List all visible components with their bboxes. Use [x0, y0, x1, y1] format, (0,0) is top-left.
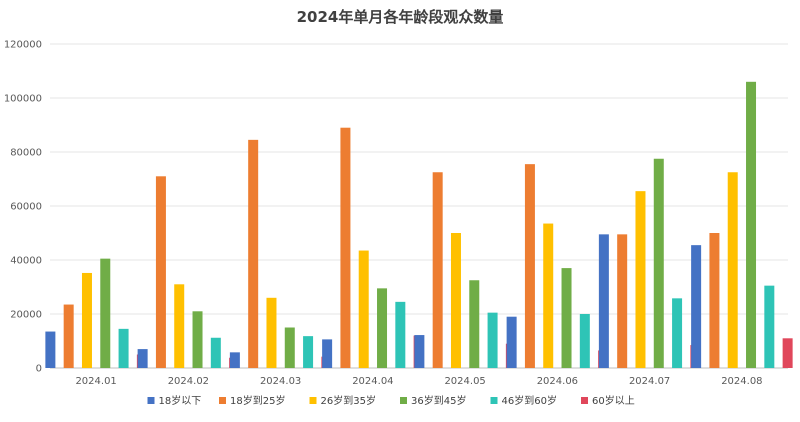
- bar-2024.01-26岁到35岁: [81, 272, 92, 368]
- x-tick-label: 2024.03: [260, 376, 301, 387]
- bar-2024.05-26岁到35岁: [450, 233, 461, 368]
- legend: 18岁以下 18岁到25岁 26岁到35岁 36岁到45岁 46岁到60岁 60岁以上: [147, 394, 635, 407]
- bar-2024.03-36岁到45岁: [284, 327, 295, 368]
- bar-2024.06-36岁到45岁: [561, 268, 572, 368]
- bar-2024.06-18岁到25岁: [524, 164, 535, 368]
- x-axis-ticks: 2024.01 2024.02 2024.03 2024.04 2024.05 2024.…: [75, 376, 762, 387]
- bar-2024.01-18岁以下: [45, 331, 56, 368]
- legend-item: 46岁到60岁: [490, 394, 557, 407]
- y-tick-label: 60000: [10, 202, 42, 213]
- bar-2024.01-18岁到25岁: [63, 304, 74, 368]
- legend-label: 36岁到45岁: [411, 394, 466, 407]
- x-tick-label: 2024.04: [352, 376, 393, 387]
- bars: [45, 81, 793, 369]
- legend-swatch: [147, 397, 155, 404]
- bar-2024.08-46岁到60岁: [764, 285, 775, 368]
- bar-2024.07-18岁以下: [598, 234, 609, 368]
- legend-swatch: [309, 397, 317, 404]
- bar-2024.07-18岁到25岁: [617, 234, 628, 368]
- bar-2024.03-18岁到25岁: [248, 139, 259, 368]
- legend-item: 18岁到25岁: [219, 394, 285, 407]
- bar-2024.03-26岁到35岁: [266, 297, 277, 368]
- y-tick-label: 80000: [10, 148, 42, 159]
- bar-2024.05-36岁到45岁: [469, 280, 480, 368]
- bar-2024.03-18岁以下: [229, 352, 240, 368]
- bar-2024.06-46岁到60岁: [579, 314, 590, 368]
- bar-2024.02-46岁到60岁: [210, 337, 221, 368]
- x-tick-label: 2024.08: [721, 376, 762, 387]
- bar-2024.08-60岁以上: [782, 338, 793, 368]
- bar-2024.04-18岁以下: [322, 339, 333, 368]
- y-tick-label: 40000: [10, 256, 42, 267]
- bar-2024.06-26岁到35岁: [543, 223, 554, 368]
- legend-label: 26岁到35岁: [321, 394, 376, 407]
- legend-item: 36岁到45岁: [400, 394, 466, 407]
- gridlines: [50, 43, 788, 369]
- x-tick-label: 2024.01: [75, 376, 116, 387]
- legend-item: 26岁到35岁: [309, 394, 376, 407]
- y-tick-label: 20000: [10, 310, 42, 321]
- legend-label: 18岁到25岁: [230, 394, 285, 407]
- bar-2024.03-46岁到60岁: [303, 336, 314, 368]
- bar-2024.04-26岁到35岁: [358, 250, 369, 368]
- chart-title: 2024年单月各年龄段观众数量: [297, 8, 504, 26]
- x-tick-label: 2024.06: [537, 376, 578, 387]
- bar-2024.04-18岁到25岁: [340, 127, 351, 368]
- legend-item: 18岁以下: [147, 394, 202, 407]
- bar-2024.02-18岁到25岁: [155, 176, 166, 368]
- bar-2024.08-36岁到45岁: [746, 81, 757, 369]
- y-tick-label: 100000: [4, 94, 42, 105]
- legend-label: 60岁以上: [592, 394, 635, 407]
- y-axis-ticks: 0 20000 40000 60000 80000 100000 120000: [4, 40, 42, 375]
- legend-swatch: [400, 397, 407, 404]
- bar-2024.07-36岁到45岁: [653, 158, 664, 368]
- bar-2024.02-36岁到45岁: [192, 311, 203, 368]
- bar-2024.01-46岁到60岁: [118, 328, 129, 368]
- bar-2024.07-46岁到60岁: [672, 298, 683, 368]
- bar-2024.08-18岁到25岁: [709, 233, 720, 368]
- y-tick-label: 0: [36, 364, 42, 375]
- legend-swatch: [219, 397, 226, 404]
- legend-label: 18岁以下: [159, 394, 202, 407]
- x-tick-label: 2024.07: [629, 376, 670, 387]
- legend-label: 46岁到60岁: [502, 394, 557, 407]
- bar-2024.05-46岁到60岁: [487, 312, 498, 368]
- bar-2024.08-26岁到35岁: [727, 172, 738, 368]
- bar-2024.02-26岁到35岁: [174, 284, 185, 368]
- bar-2024.01-36岁到45岁: [100, 258, 111, 368]
- x-tick-label: 2024.05: [444, 376, 485, 387]
- bar-2024.05-18岁到25岁: [432, 172, 443, 368]
- bar-2024.04-46岁到60岁: [395, 301, 406, 368]
- bar-2024.06-18岁以下: [506, 316, 517, 368]
- legend-swatch: [581, 397, 588, 404]
- bar-2024.08-18岁以下: [691, 245, 702, 368]
- bar-2024.07-26岁到35岁: [635, 191, 646, 368]
- legend-item: 60岁以上: [581, 394, 635, 407]
- bar-2024.04-36岁到45岁: [377, 288, 388, 368]
- bar-2024.02-18岁以下: [137, 349, 148, 368]
- bar-2024.05-18岁以下: [414, 335, 425, 368]
- y-tick-label: 120000: [4, 40, 42, 51]
- legend-swatch: [490, 397, 498, 404]
- x-tick-label: 2024.02: [168, 376, 209, 387]
